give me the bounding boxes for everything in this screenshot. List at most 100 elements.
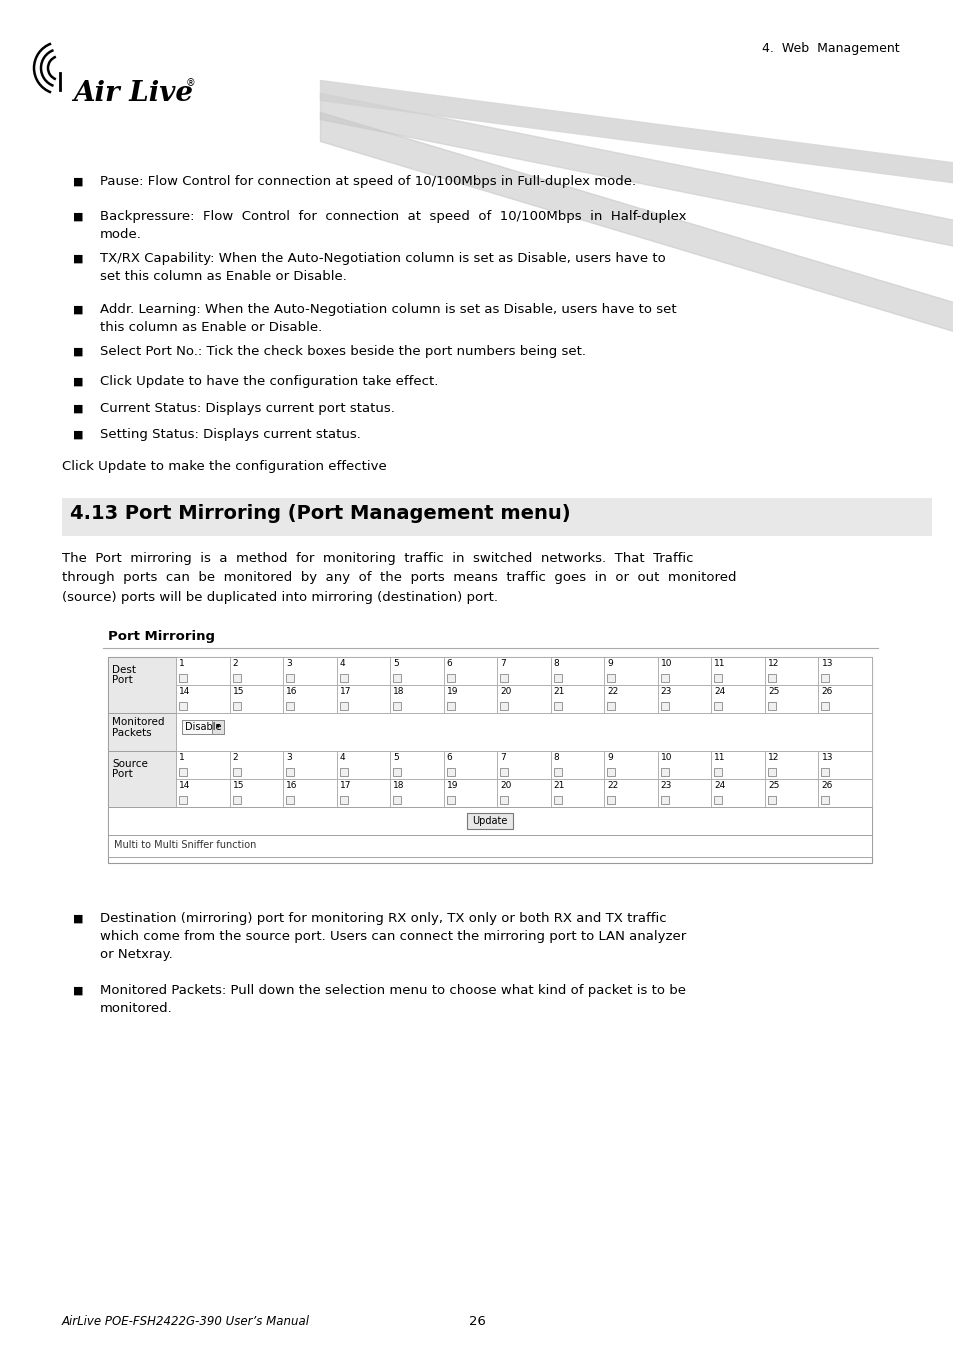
Bar	[108, 657, 871, 863]
Text: 22: 22	[607, 687, 618, 697]
Text: Setting Status: Displays current status.: Setting Status: Displays current status.	[100, 428, 360, 441]
Text: Pause: Flow Control for connection at speed of 10/100Mbps in Full-duplex mode.: Pause: Flow Control for connection at sp…	[100, 176, 636, 188]
Bar	[230, 751, 283, 779]
Bar	[550, 657, 603, 684]
Text: 19: 19	[446, 687, 457, 697]
Bar	[821, 674, 828, 682]
Text: ■: ■	[73, 404, 84, 414]
Bar	[393, 768, 400, 776]
Text: 26: 26	[468, 1315, 485, 1328]
Text: 15: 15	[233, 687, 244, 697]
Text: ■: ■	[73, 177, 84, 188]
Bar	[283, 684, 336, 713]
Bar	[283, 657, 336, 684]
Bar	[499, 702, 508, 710]
Bar	[339, 674, 347, 682]
Text: TX/RX Capability: When the Auto-Negotiation column is set as Disable, users have: TX/RX Capability: When the Auto-Negotiat…	[100, 252, 665, 284]
Text: Destination (mirroring) port for monitoring RX only, TX only or both RX and TX t: Destination (mirroring) port for monitor…	[100, 913, 685, 961]
Bar	[660, 702, 668, 710]
Text: The  Port  mirroring  is  a  method  for  monitoring  traffic  in  switched  net: The Port mirroring is a method for monit…	[62, 552, 736, 603]
Bar	[339, 702, 347, 710]
Text: 26: 26	[821, 687, 832, 697]
Bar	[550, 779, 603, 807]
Bar	[179, 674, 187, 682]
Bar	[286, 674, 294, 682]
Bar	[658, 684, 711, 713]
Bar	[283, 779, 336, 807]
Text: Current Status: Displays current port status.: Current Status: Displays current port st…	[100, 402, 395, 414]
Text: Port: Port	[112, 769, 132, 779]
Bar	[286, 768, 294, 776]
Bar	[339, 768, 347, 776]
Text: 19: 19	[446, 782, 457, 790]
Text: Addr. Learning: When the Auto-Negotiation column is set as Disable, users have t: Addr. Learning: When the Auto-Negotiatio…	[100, 302, 676, 333]
Text: 23: 23	[660, 782, 672, 790]
Bar	[497, 751, 550, 779]
Bar	[175, 657, 230, 684]
Bar	[467, 813, 513, 829]
Text: 6: 6	[446, 659, 452, 668]
Bar	[230, 684, 283, 713]
Text: 9: 9	[607, 753, 613, 761]
Bar	[767, 674, 775, 682]
Bar	[767, 796, 775, 805]
Text: Port Mirroring: Port Mirroring	[108, 630, 214, 643]
Text: 4.13 Port Mirroring (Port Management menu): 4.13 Port Mirroring (Port Management men…	[70, 504, 570, 522]
Bar	[175, 751, 230, 779]
Bar	[336, 779, 390, 807]
Text: 6: 6	[446, 753, 452, 761]
Bar	[390, 657, 443, 684]
Text: 1: 1	[179, 753, 185, 761]
Text: 21: 21	[553, 782, 564, 790]
Text: 25: 25	[767, 782, 779, 790]
Text: Click Update to make the configuration effective: Click Update to make the configuration e…	[62, 460, 386, 472]
Bar	[818, 657, 871, 684]
Bar	[764, 657, 818, 684]
Text: 15: 15	[233, 782, 244, 790]
Bar	[607, 702, 615, 710]
Text: 10: 10	[660, 659, 672, 668]
Bar	[339, 796, 347, 805]
Text: Click Update to have the configuration take effect.: Click Update to have the configuration t…	[100, 375, 438, 387]
Text: 13: 13	[821, 753, 832, 761]
Text: 9: 9	[607, 659, 613, 668]
Bar	[821, 702, 828, 710]
Bar	[818, 779, 871, 807]
Bar	[179, 768, 187, 776]
Bar	[660, 796, 668, 805]
Bar	[446, 702, 455, 710]
Bar	[443, 684, 497, 713]
Bar	[497, 684, 550, 713]
Bar	[658, 779, 711, 807]
Bar	[393, 674, 400, 682]
Bar	[711, 684, 764, 713]
Text: 22: 22	[607, 782, 618, 790]
Bar	[175, 684, 230, 713]
Bar	[714, 796, 721, 805]
Bar	[233, 796, 240, 805]
Text: 16: 16	[286, 687, 297, 697]
Text: ■: ■	[73, 431, 84, 440]
Bar	[660, 768, 668, 776]
Text: Packets: Packets	[112, 728, 152, 738]
Text: 17: 17	[339, 782, 351, 790]
Text: 11: 11	[714, 753, 725, 761]
Bar	[283, 751, 336, 779]
Text: Source: Source	[112, 759, 148, 769]
Text: Monitored: Monitored	[112, 717, 164, 728]
Text: ■: ■	[73, 986, 84, 996]
Bar	[550, 684, 603, 713]
Text: Update: Update	[472, 815, 507, 826]
Text: Disable: Disable	[185, 722, 221, 732]
Text: ■: ■	[73, 254, 84, 265]
Bar	[499, 796, 508, 805]
Text: 12: 12	[767, 659, 779, 668]
Text: Monitored Packets: Pull down the selection menu to choose what kind of packet is: Monitored Packets: Pull down the selecti…	[100, 984, 685, 1015]
Bar	[108, 713, 175, 751]
Bar	[711, 657, 764, 684]
Bar	[446, 674, 455, 682]
Bar	[658, 751, 711, 779]
Text: 24: 24	[714, 687, 725, 697]
Text: 18: 18	[393, 687, 404, 697]
Text: 13: 13	[821, 659, 832, 668]
